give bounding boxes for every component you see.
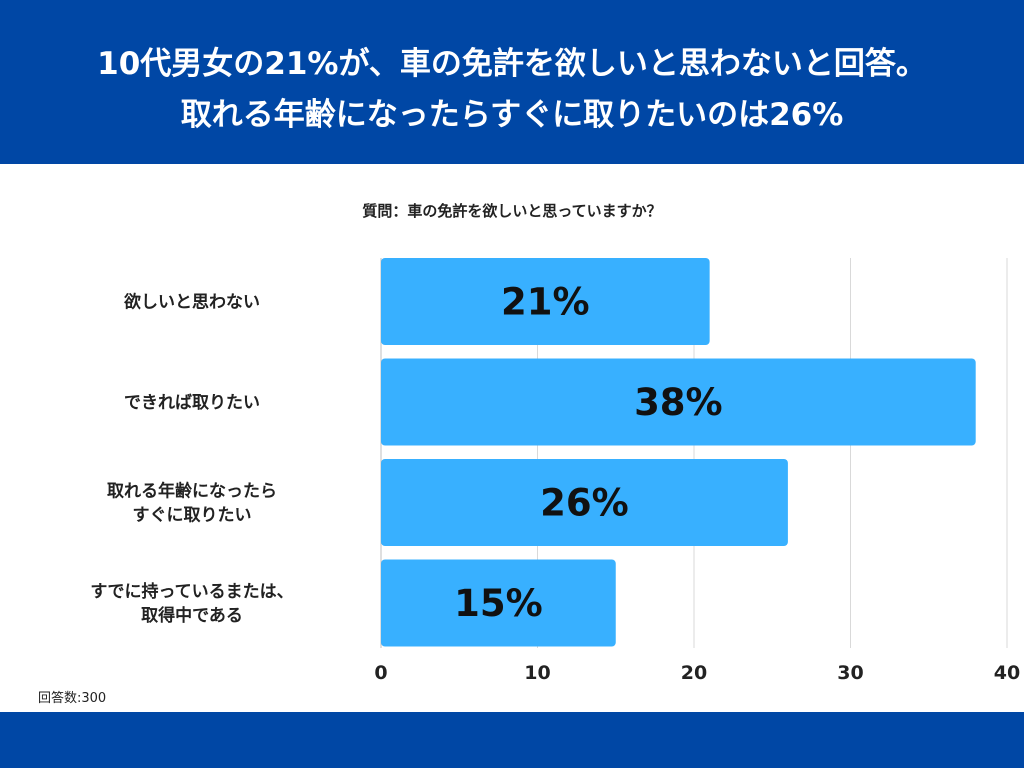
category-label: 欲しいと思わない [123,292,260,313]
bar-value-label: 21% [501,281,590,324]
bar-value-label: 38% [634,381,723,424]
header-banner: 10代男女の21%が、車の免許を欲しいと思わないと回答。 取れる年齢になったらす… [0,0,1024,164]
headline-line-2: 取れる年齢になったらすぐに取りたいのは26% [180,97,844,133]
category-label: すでに持っているまたは、 [90,581,293,602]
bar-value-label: 26% [540,482,629,525]
x-tick-label: 30 [837,662,863,684]
headline-line-1: 10代男女の21%が、車の免許を欲しいと思わないと回答。 [97,46,927,82]
x-tick-label: 10 [524,662,550,684]
bar [381,258,710,345]
bar [381,559,616,647]
category-label: 取得中である [141,605,243,626]
bar-chart: 0 10 20 30 40 21% 欲しいと思わない 38% できれば取りたい 26% 取れる年齢に… [90,258,1020,684]
bar [381,459,788,546]
bar-value-label: 15% [454,582,543,625]
x-tick-label: 20 [681,662,707,684]
x-tick-label: 40 [994,662,1020,684]
chart-question: 質問：車の免許を欲しいと思っていますか？ [362,202,662,220]
category-label: 取れる年齢になったら [107,481,277,502]
category-label: すぐに取りたい [133,506,252,526]
footer-banner [0,712,1024,768]
x-tick-label: 0 [374,662,387,684]
category-label: できれば取りたい [124,393,260,413]
bar [381,358,976,446]
response-count-note: 回答数:300 [38,691,107,706]
